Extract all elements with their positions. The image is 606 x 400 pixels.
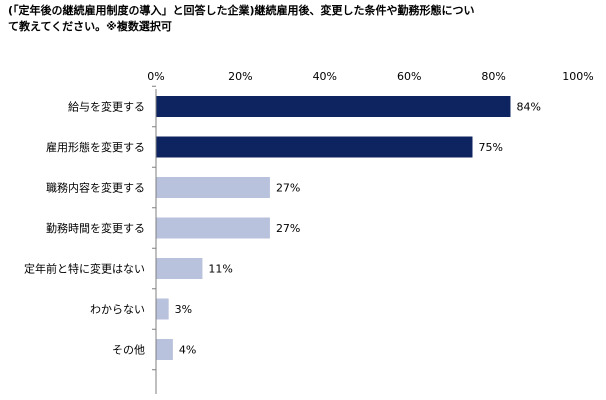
x-tick-label: 40% xyxy=(313,70,337,83)
data-label: 27% xyxy=(276,182,300,195)
x-tick-label: 0% xyxy=(147,70,164,83)
category-label: 給与を変更する xyxy=(68,100,145,114)
bar xyxy=(156,136,473,158)
data-label: 84% xyxy=(516,101,540,114)
category-label: その他 xyxy=(112,344,145,357)
category-label: 勤務時間を変更する xyxy=(46,221,145,235)
category-label: 定年前と特に変更はない xyxy=(24,262,145,276)
chart-title-line-2: て教えてください。※複数選択可 xyxy=(8,20,172,33)
bar xyxy=(156,177,270,198)
x-tick-label: 20% xyxy=(228,70,252,83)
data-label: 75% xyxy=(479,141,503,154)
bar xyxy=(156,96,511,117)
data-label: 3% xyxy=(175,303,192,316)
x-tick-label: 60% xyxy=(397,70,421,83)
category-label: 雇用形態を変更する xyxy=(46,140,145,154)
chart-title-line-1: (「定年後の継続雇用制度の導入」と回答した企業)継続雇用後、変更した条件や勤務形… xyxy=(8,4,475,17)
bar xyxy=(156,339,173,360)
data-label: 4% xyxy=(179,344,196,357)
category-label: 職務内容を変更する xyxy=(46,181,145,195)
bar xyxy=(156,217,270,239)
bar xyxy=(156,258,203,279)
x-tick-label: 100% xyxy=(562,70,593,83)
data-label: 11% xyxy=(208,263,232,276)
category-label: わからない xyxy=(90,303,145,316)
bar xyxy=(156,298,169,320)
data-label: 27% xyxy=(276,222,300,235)
x-tick-label: 80% xyxy=(481,70,505,83)
